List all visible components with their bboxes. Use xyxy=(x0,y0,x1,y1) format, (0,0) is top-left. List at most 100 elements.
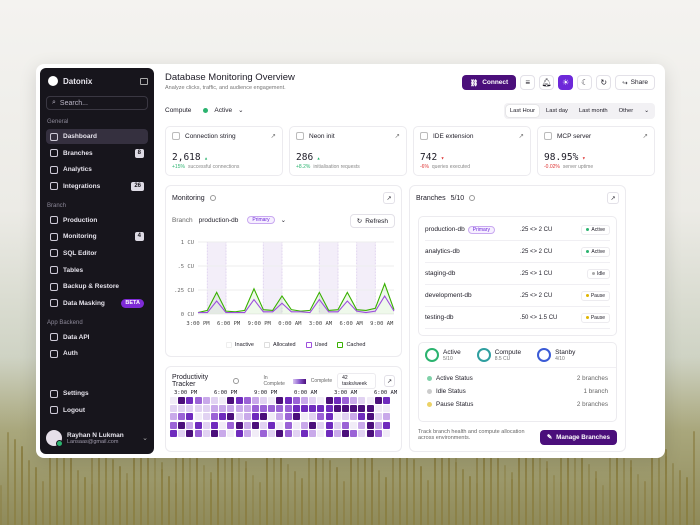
grass-blade xyxy=(658,442,660,525)
sidebar-item-production[interactable]: Production xyxy=(46,213,148,228)
heatmap-cell xyxy=(186,405,194,413)
sidebar-item-integrations[interactable]: Integrations 26 xyxy=(46,179,148,194)
filter-icon[interactable]: ≡ xyxy=(520,75,536,90)
grass-blade xyxy=(63,449,65,525)
branch-row[interactable]: development-db .25 <> 2 CU Pause xyxy=(425,285,610,307)
page-subtitle: Analyze clicks, traffic, and audience en… xyxy=(165,85,286,91)
heatmap-cell xyxy=(309,413,317,421)
heatmap-cell xyxy=(292,429,300,437)
branch-row[interactable]: testing-db .50 <> 1.5 CU Pause xyxy=(425,307,610,329)
external-link-icon[interactable]: ↗ xyxy=(518,133,524,140)
heatmap-cell xyxy=(210,421,218,429)
external-link-icon[interactable]: ↗ xyxy=(642,133,648,140)
heatmap-cell xyxy=(202,429,210,437)
stat-icon xyxy=(296,132,304,140)
heatmap-cell xyxy=(301,405,308,413)
range-option[interactable]: Last Hour xyxy=(505,105,540,117)
collapse-sidebar-icon[interactable] xyxy=(140,77,148,85)
brand-name: Datonix xyxy=(63,76,93,86)
branch-summary: Active 5/10 Compute 8.5 CU Stanby 4/10 Active… xyxy=(418,342,617,422)
legend-swatch xyxy=(226,342,232,348)
heatmap-cell xyxy=(382,397,390,404)
heatmap-cell xyxy=(219,405,227,413)
sidebar-item-logout[interactable]: Logout xyxy=(46,403,148,418)
sidebar-item-label: Settings xyxy=(63,390,89,397)
grass-blade xyxy=(84,477,86,525)
status-value: 2 branches xyxy=(576,401,608,408)
heatmap-cell xyxy=(219,421,227,429)
chevron-down-icon[interactable]: ⌄ xyxy=(280,217,287,224)
grass-blade xyxy=(21,453,23,525)
heatmap-cell xyxy=(235,397,243,404)
series-line-cached xyxy=(197,282,395,314)
search-input[interactable]: ⌕ Search... xyxy=(46,96,148,110)
grass-blade xyxy=(245,468,247,525)
count-badge: 4 xyxy=(134,232,144,242)
heatmap-cell xyxy=(317,397,325,404)
sidebar-item-backup-restore[interactable]: Backup & Restore xyxy=(46,279,148,294)
sidebar-item-label: Branches xyxy=(63,149,93,157)
heatmap-cell xyxy=(301,397,308,404)
expand-icon[interactable]: ↗ xyxy=(383,192,395,204)
y-tick-label: 0 CU xyxy=(181,312,194,318)
chevron-down-icon[interactable]: ⌄ xyxy=(644,108,649,114)
grass-blade xyxy=(364,449,366,525)
heatmap-cell xyxy=(292,405,300,413)
sidebar-item-branches[interactable]: Branches 8 xyxy=(46,146,148,161)
external-link-icon[interactable]: ↗ xyxy=(270,133,276,140)
sidebar-item-dashboard[interactable]: Dashboard xyxy=(46,129,148,144)
connect-button[interactable]: ⛓ Connect xyxy=(461,75,517,90)
refresh-label: Refresh xyxy=(365,217,388,225)
compute-status: Compute Active ⌄ xyxy=(165,106,244,115)
branch-row[interactable]: staging-db .25 <> 1 CU Idle xyxy=(425,263,610,285)
range-option[interactable]: Last day xyxy=(546,108,568,114)
external-link-icon[interactable]: ↗ xyxy=(394,133,400,140)
compute-status-value[interactable]: Active xyxy=(214,106,233,114)
sidebar-item-analytics[interactable]: Analytics xyxy=(46,162,148,177)
manage-branches-button[interactable]: ✎ Manage Branches xyxy=(539,430,617,445)
heatmap-cell xyxy=(186,421,194,429)
range-option[interactable]: Last month xyxy=(578,108,608,114)
sidebar-item-settings[interactable]: Settings xyxy=(46,386,148,401)
mask-icon xyxy=(50,299,58,308)
heatmap-cell xyxy=(210,429,218,437)
chevron-down-icon[interactable]: ⌄ xyxy=(238,107,244,114)
range-option[interactable]: Other xyxy=(618,108,634,114)
grass-blade xyxy=(315,446,317,525)
moon-icon[interactable]: ☾ xyxy=(577,75,593,90)
branch-select[interactable]: production-db xyxy=(198,216,239,224)
heatmap-cell xyxy=(366,405,374,413)
share-button[interactable]: ↪ Share xyxy=(615,75,655,90)
user-profile[interactable]: Rayhan N Lukman Lansaas@gmail.com ⌄ xyxy=(46,430,148,447)
bell-icon[interactable]: 🔔︎ xyxy=(539,75,555,90)
grass-blade xyxy=(609,432,611,525)
branch-row[interactable]: analytics-db .25 <> 2 CU Active xyxy=(425,241,610,263)
sidebar-item-tables[interactable]: Tables xyxy=(46,263,148,278)
grass-blade xyxy=(539,454,541,525)
sun-icon[interactable]: ☀ xyxy=(558,75,574,90)
sidebar-item-data-api[interactable]: Data API xyxy=(46,330,148,345)
sidebar-item-data-masking[interactable]: Data Masking BETA xyxy=(46,296,148,311)
branch-row[interactable]: production-db Primary .25 <> 2 CU Active xyxy=(425,219,610,241)
grass-blade xyxy=(266,436,268,525)
grass-blade xyxy=(399,438,401,525)
heatmap-cell xyxy=(301,429,308,437)
grass-blade xyxy=(70,463,72,525)
chevron-down-icon[interactable]: ⌄ xyxy=(142,435,148,442)
refresh-icon[interactable]: ↻ xyxy=(596,75,612,90)
series-line-used xyxy=(198,294,395,314)
sidebar-item-auth[interactable]: Auth xyxy=(46,346,148,361)
expand-icon[interactable]: ↗ xyxy=(383,375,396,387)
branch-compute: .25 <> 2 CU xyxy=(520,226,553,233)
expand-icon[interactable]: ↗ xyxy=(607,192,619,204)
grass-blade xyxy=(553,475,555,525)
sidebar-item-monitoring[interactable]: Monitoring 4 xyxy=(46,229,148,244)
refresh-button[interactable]: ↻ Refresh xyxy=(349,214,395,228)
stat-card: IDE extension ↗ 742 ▾ -6% queries executed xyxy=(413,126,531,176)
grass-blade xyxy=(532,447,534,525)
table-icon xyxy=(50,266,58,275)
heatmap-cell xyxy=(333,397,341,404)
grass-blade xyxy=(693,431,695,525)
heatmap-cell xyxy=(170,405,177,413)
sidebar-item-sql-editor[interactable]: SQL Editor xyxy=(46,246,148,261)
